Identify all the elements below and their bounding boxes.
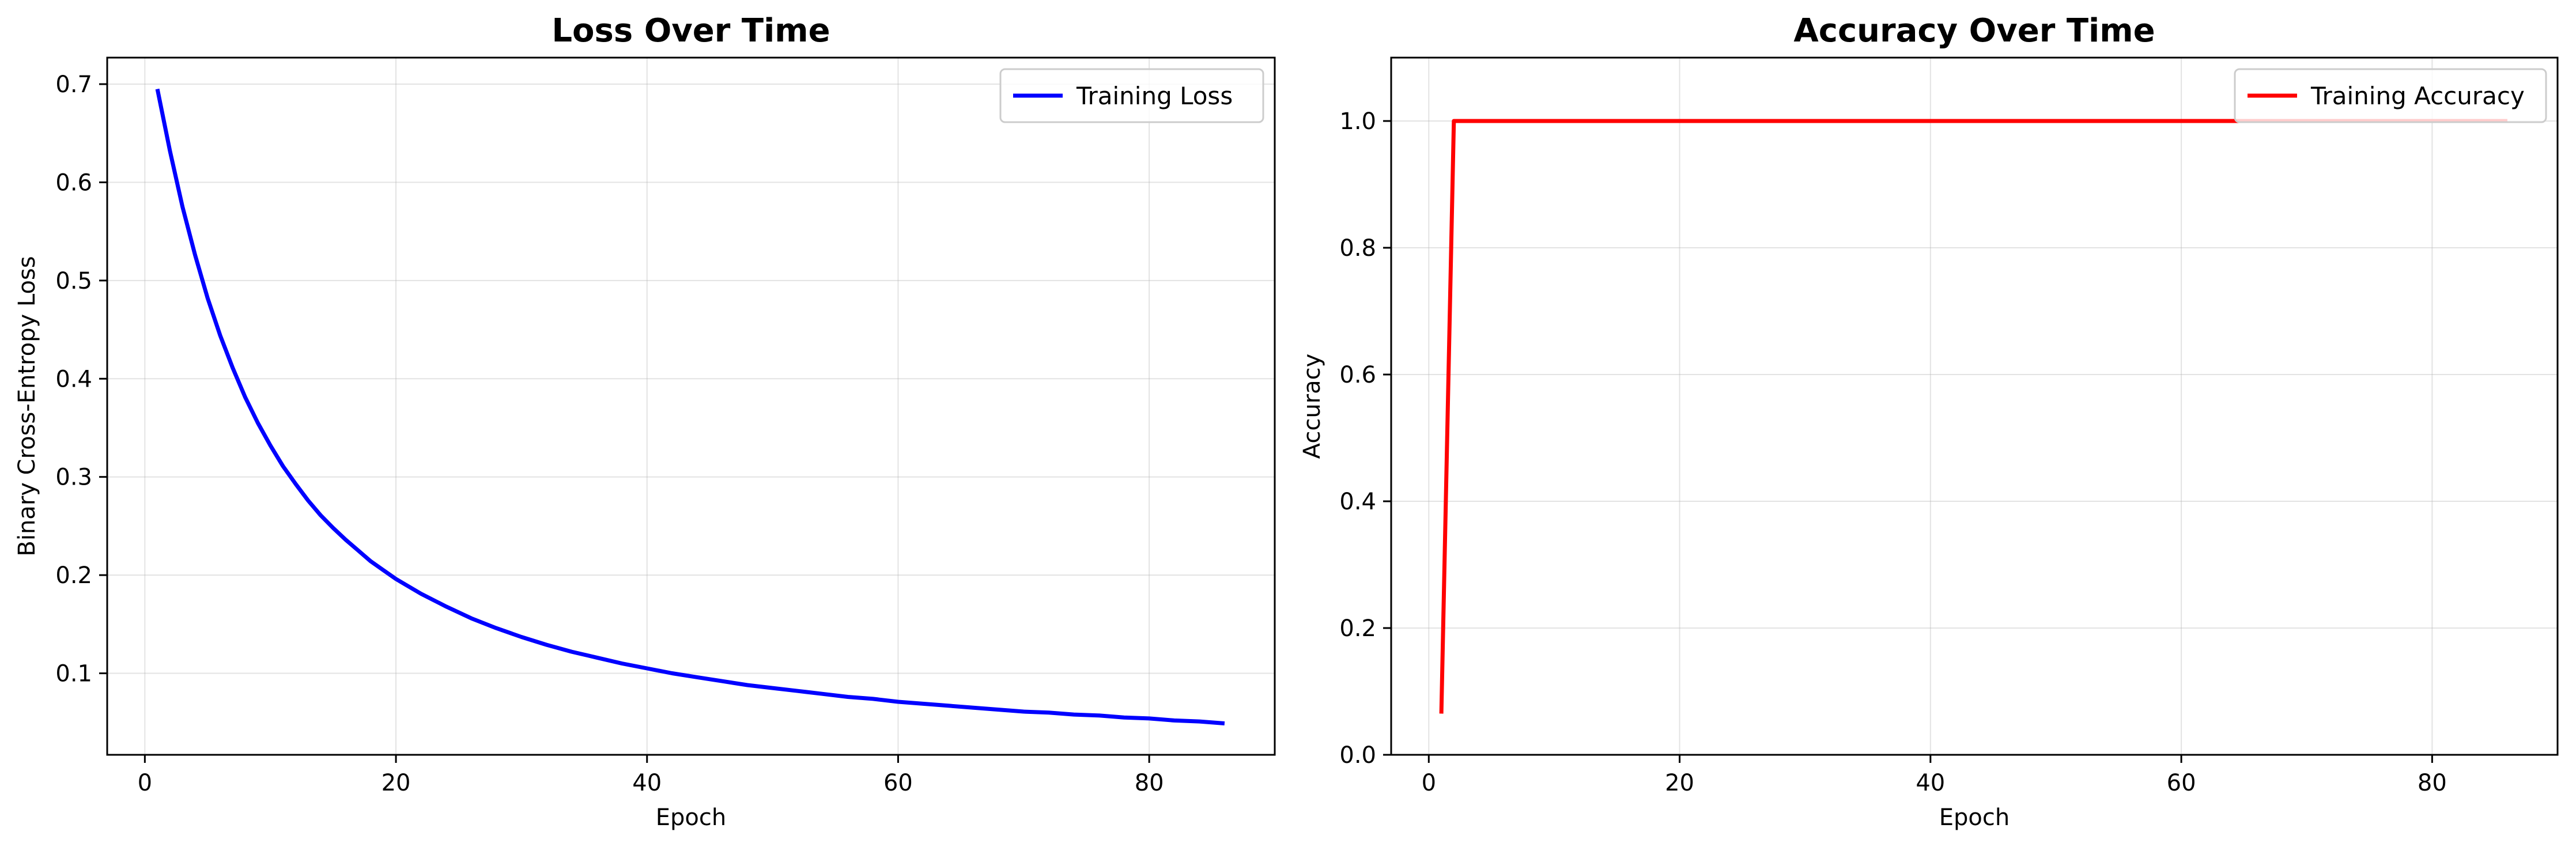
loss-x-tick-label: 60 [883, 770, 913, 796]
accuracy-y-axis-label: Accuracy [1299, 354, 1325, 459]
loss-x-tick-label: 40 [632, 770, 662, 796]
loss-chart-title: Loss Over Time [552, 12, 830, 50]
loss-plot-frame [106, 56, 1276, 756]
loss-chart: 0 20 40 60 80 0.1 0.2 0.3 0.4 0.5 0.6 0.7 Loss Over … [14, 12, 1276, 831]
accuracy-plot-frame [1390, 56, 2559, 756]
accuracy-y-tick-label: 0.2 [1339, 615, 1376, 642]
accuracy-y-tick-label: 0.4 [1339, 489, 1376, 515]
accuracy-y-tick-label: 0.0 [1339, 742, 1376, 769]
accuracy-x-tick-label: 40 [1916, 770, 1945, 796]
loss-y-tick-label: 0.2 [55, 562, 92, 589]
accuracy-x-tick-label: 80 [2418, 770, 2447, 796]
accuracy-chart: 0 20 40 60 80 0.0 0.2 0.4 0.6 0.8 1.0 Accuracy Over… [1299, 12, 2559, 831]
loss-legend: Training Loss [999, 68, 1264, 123]
loss-x-tick-label: 0 [138, 770, 152, 796]
accuracy-y-tick-label: 1.0 [1339, 108, 1376, 135]
loss-y-tick-label: 0.7 [55, 71, 92, 98]
accuracy-x-tick-label: 60 [2167, 770, 2196, 796]
loss-x-tick-label: 80 [1135, 770, 1164, 796]
accuracy-series-line [1439, 119, 2507, 714]
loss-legend-box [999, 68, 1264, 123]
accuracy-x-axis-label: Epoch [1939, 804, 2010, 831]
accuracy-legend-box [2234, 68, 2547, 123]
accuracy-y-tick-label: 0.8 [1339, 235, 1376, 262]
loss-y-tick-label: 0.3 [55, 464, 92, 491]
loss-legend-label: Training Loss [1076, 82, 1233, 110]
loss-x-axis-label: Epoch [656, 804, 726, 831]
loss-x-tick-label: 20 [382, 770, 411, 796]
loss-y-tick-label: 0.1 [55, 661, 92, 687]
accuracy-legend-label: Training Accuracy [2310, 82, 2525, 110]
loss-y-tick-label: 0.6 [55, 169, 92, 196]
loss-y-tick-label: 0.5 [55, 268, 92, 294]
loss-y-axis-label: Binary Cross-Entropy Loss [14, 256, 40, 556]
loss-series-line [155, 88, 1225, 725]
accuracy-chart-title: Accuracy Over Time [1793, 12, 2155, 50]
accuracy-legend: Training Accuracy [2234, 68, 2547, 123]
accuracy-y-tick-label: 0.6 [1339, 362, 1376, 388]
accuracy-x-tick-label: 20 [1665, 770, 1694, 796]
loss-y-tick-label: 0.4 [55, 366, 92, 392]
accuracy-x-tick-label: 0 [1422, 770, 1436, 796]
